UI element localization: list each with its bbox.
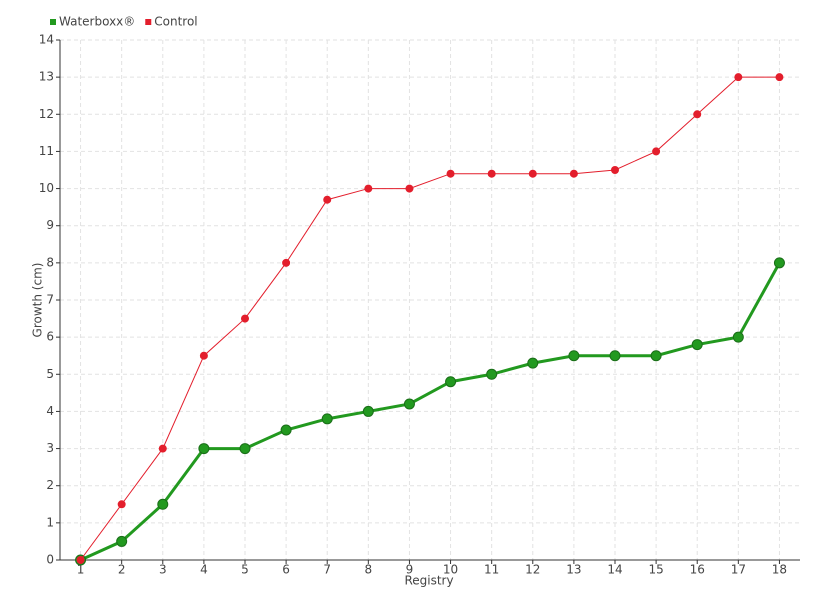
data-point <box>403 398 415 410</box>
data-point <box>487 169 496 178</box>
x-tick-label: 2 <box>118 563 126 577</box>
x-tick-label: 17 <box>731 563 746 577</box>
data-point <box>321 413 333 425</box>
data-point <box>609 350 621 362</box>
data-point <box>117 500 126 509</box>
data-point <box>775 73 784 82</box>
data-point <box>241 314 249 323</box>
x-tick-label: 5 <box>241 563 249 577</box>
legend-swatch <box>145 19 152 25</box>
x-tick-label: 3 <box>159 563 167 577</box>
x-tick-label: 18 <box>772 563 787 577</box>
series-line <box>79 262 781 562</box>
y-tick-label: 12 <box>39 107 54 121</box>
y-axis-label: Growth (cm) <box>31 263 45 338</box>
x-tick-label: 6 <box>282 563 290 577</box>
data-point <box>280 424 292 436</box>
data-point <box>652 147 661 156</box>
y-tick-label: 9 <box>46 218 54 232</box>
y-tick-label: 8 <box>46 255 54 269</box>
series <box>76 73 784 564</box>
x-tick-label: 15 <box>648 563 663 577</box>
data-point <box>528 169 537 178</box>
data-point <box>282 258 291 267</box>
y-tick-label: 1 <box>46 515 54 529</box>
data-point <box>486 368 498 380</box>
x-axis-label: Registry <box>404 574 453 588</box>
x-tick-label: 8 <box>365 563 373 577</box>
data-point <box>76 556 85 564</box>
data-point <box>239 443 251 455</box>
data-point <box>732 331 744 343</box>
data-point <box>734 73 743 82</box>
y-tick-label: 10 <box>39 181 54 195</box>
x-tick-label: 4 <box>200 563 208 577</box>
y-tick-label: 4 <box>46 404 54 418</box>
data-point <box>116 535 128 547</box>
data-point <box>446 169 455 178</box>
legend-swatch <box>50 19 56 25</box>
x-tick-label: 16 <box>690 563 705 577</box>
x-tick-label: 11 <box>484 563 499 577</box>
x-tick-label: 14 <box>607 563 622 577</box>
x-tick-label: 10 <box>443 563 458 577</box>
data-point <box>158 444 167 453</box>
x-tick-label: 7 <box>323 563 331 577</box>
legend-label: Waterboxx® <box>59 15 135 29</box>
y-tick-label: 5 <box>46 367 54 381</box>
data-point <box>611 166 619 174</box>
x-tick-label: 1 <box>77 563 85 577</box>
data-point <box>650 350 662 362</box>
y-tick-label: 0 <box>46 553 54 567</box>
data-point <box>199 351 208 360</box>
series-line <box>80 76 780 561</box>
y-tick-label: 13 <box>39 70 54 84</box>
data-point <box>323 195 332 204</box>
x-tick-label: 12 <box>525 563 540 577</box>
y-tick-label: 14 <box>39 33 54 47</box>
y-tick-label: 11 <box>39 144 54 158</box>
y-tick-label: 3 <box>46 441 54 455</box>
x-tick-label: 9 <box>406 563 414 577</box>
data-point <box>773 257 785 269</box>
data-point <box>198 443 210 455</box>
legend-label: Control <box>154 15 197 29</box>
y-tick-label: 7 <box>46 293 54 307</box>
data-point <box>568 350 580 362</box>
y-tick-label: 6 <box>46 330 54 344</box>
data-point <box>693 110 702 119</box>
data-point <box>405 184 414 193</box>
data-point <box>691 339 703 351</box>
data-point <box>527 357 539 369</box>
x-tick-label: 13 <box>566 563 581 577</box>
y-tick-label: 2 <box>46 478 54 492</box>
series <box>75 257 785 566</box>
data-point <box>445 376 457 388</box>
data-point <box>364 184 373 193</box>
data-point <box>157 498 169 510</box>
data-point <box>362 405 374 417</box>
data-point <box>569 169 578 178</box>
